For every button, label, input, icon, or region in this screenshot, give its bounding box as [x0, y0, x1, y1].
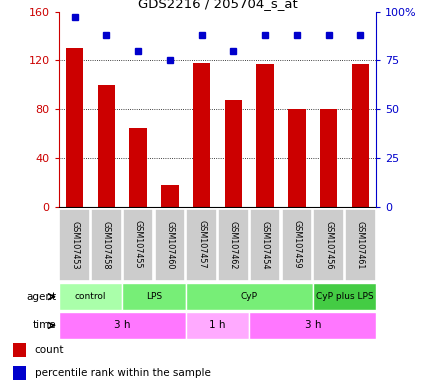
- Text: GSM107456: GSM107456: [323, 220, 332, 269]
- Text: 3 h: 3 h: [304, 320, 320, 331]
- Bar: [154, 209, 185, 281]
- Text: control: control: [75, 292, 106, 301]
- Bar: [13, 343, 26, 357]
- Text: CyP: CyP: [240, 292, 257, 301]
- Bar: [224, 99, 242, 207]
- Bar: [281, 209, 312, 281]
- Text: GSM107453: GSM107453: [70, 220, 79, 269]
- Bar: [186, 209, 217, 281]
- Text: CyP plus LPS: CyP plus LPS: [315, 292, 372, 301]
- Bar: [312, 209, 343, 281]
- Bar: [59, 209, 90, 281]
- Text: GSM107457: GSM107457: [197, 220, 206, 269]
- Text: percentile rank within the sample: percentile rank within the sample: [35, 368, 210, 378]
- Bar: [256, 64, 273, 207]
- Bar: [287, 109, 305, 207]
- Text: agent: agent: [26, 291, 56, 302]
- Text: LPS: LPS: [145, 292, 162, 301]
- Bar: [13, 366, 26, 379]
- Text: GSM107454: GSM107454: [260, 220, 269, 269]
- Bar: [66, 48, 83, 207]
- Bar: [249, 209, 280, 281]
- Bar: [97, 85, 115, 207]
- Bar: [185, 283, 312, 310]
- Bar: [185, 312, 249, 339]
- Bar: [91, 209, 122, 281]
- Bar: [129, 128, 147, 207]
- Bar: [312, 283, 375, 310]
- Bar: [344, 209, 375, 281]
- Title: GDS2216 / 205704_s_at: GDS2216 / 205704_s_at: [137, 0, 297, 10]
- Bar: [161, 185, 178, 207]
- Bar: [122, 209, 153, 281]
- Text: GSM107458: GSM107458: [102, 220, 111, 269]
- Text: 3 h: 3 h: [114, 320, 130, 331]
- Text: time: time: [33, 320, 56, 331]
- Bar: [59, 283, 122, 310]
- Text: 1 h: 1 h: [209, 320, 225, 331]
- Text: GSM107462: GSM107462: [228, 220, 237, 269]
- Text: GSM107459: GSM107459: [292, 220, 301, 269]
- Text: GSM107461: GSM107461: [355, 221, 364, 269]
- Text: GSM107455: GSM107455: [133, 220, 142, 269]
- Bar: [319, 109, 337, 207]
- Bar: [59, 312, 185, 339]
- Text: GSM107460: GSM107460: [165, 221, 174, 269]
- Bar: [351, 64, 368, 207]
- Bar: [192, 63, 210, 207]
- Bar: [249, 312, 375, 339]
- Bar: [122, 283, 185, 310]
- Bar: [217, 209, 248, 281]
- Text: count: count: [35, 345, 64, 355]
